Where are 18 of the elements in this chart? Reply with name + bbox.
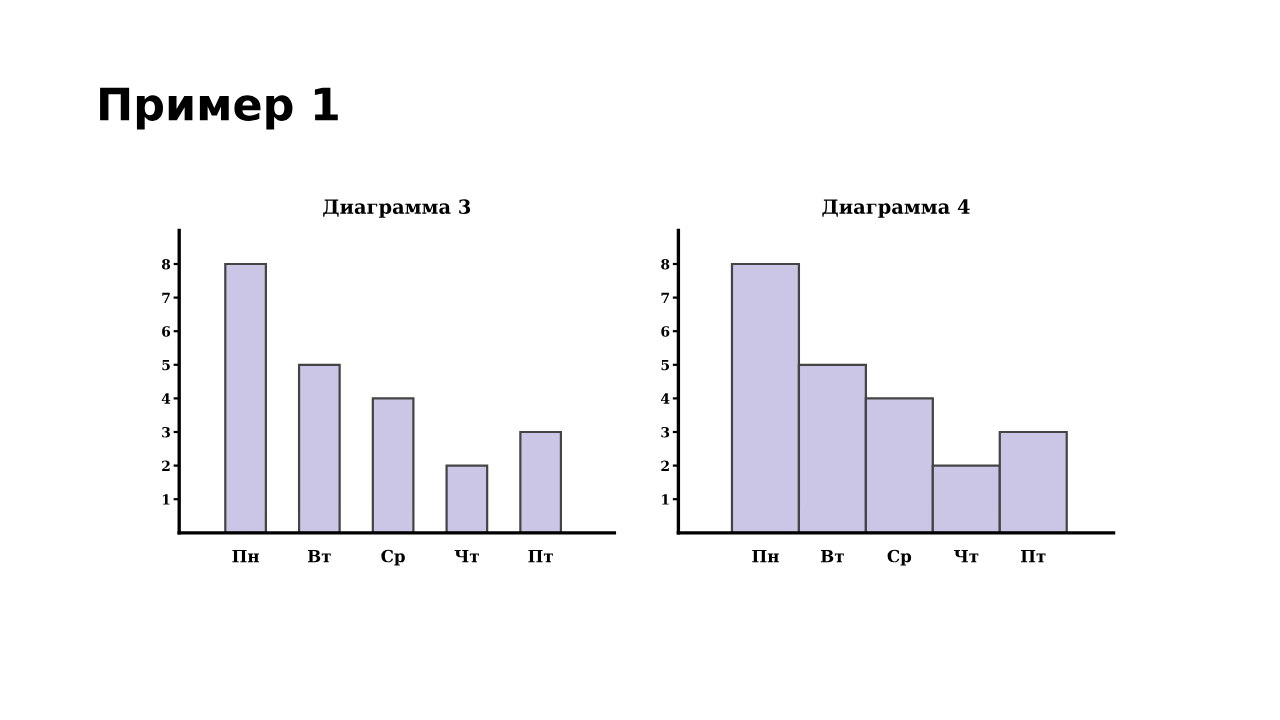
x-tick-label: Пн [752,549,779,563]
x-tick-label: Вт [307,549,331,563]
chart-title: Диаграмма 4 [822,199,970,218]
bar [445,464,489,533]
x-tick-label: Вт [820,549,844,563]
x-tick-label: Чт [454,549,479,563]
x-tick-label: Пт [528,549,553,563]
chart-title: Диаграмма 3 [323,199,471,218]
bar [519,430,563,533]
bar [297,363,341,533]
x-tick-label: Пт [1021,549,1046,563]
bar [371,397,415,533]
bar [224,262,267,533]
x-tick-label: Ср [381,549,405,566]
x-tick-label: Ср [887,549,912,566]
x-tick-label: Чт [954,549,979,563]
x-tick-label: Пн [232,549,259,563]
text: Пример 1 [100,87,338,130]
